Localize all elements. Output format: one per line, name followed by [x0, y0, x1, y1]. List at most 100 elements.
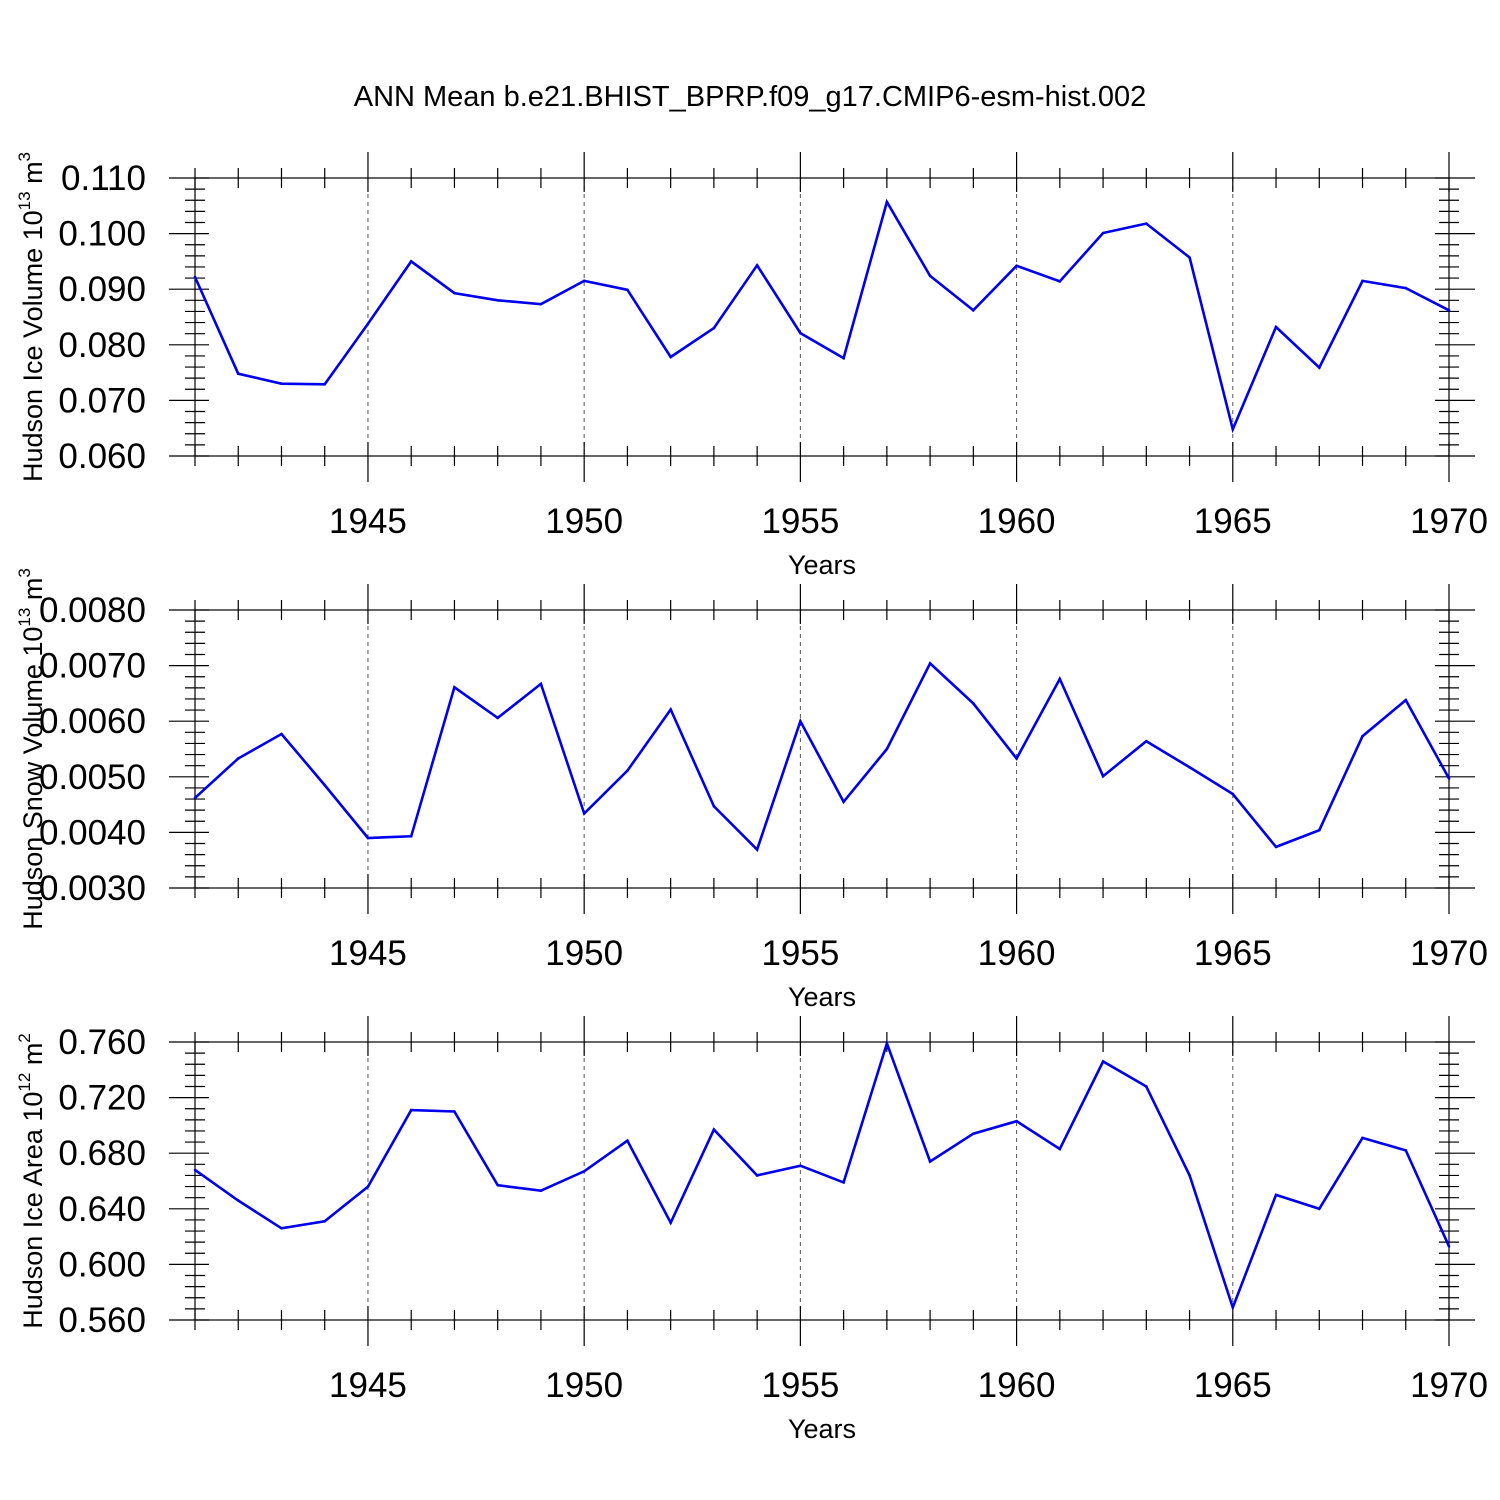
data-point [1231, 792, 1235, 796]
data-point [323, 1220, 327, 1223]
series-line [194, 1039, 1451, 1312]
series-line [194, 661, 1451, 853]
data-point [280, 1226, 283, 1230]
x-axis-label: Years [788, 550, 856, 580]
x-tick-label: 1950 [545, 502, 623, 541]
data-point [1101, 1060, 1105, 1063]
data-point [1317, 366, 1321, 369]
data-point [842, 356, 845, 360]
data-point [1404, 698, 1408, 702]
data-point [1101, 231, 1105, 235]
data-point [842, 1181, 845, 1184]
data-point [972, 309, 975, 312]
plot-frame [194, 1041, 1450, 1321]
x-tick-label: 1965 [1194, 934, 1272, 973]
data-point [236, 372, 240, 376]
data-point [1361, 1136, 1364, 1140]
data-point [280, 382, 283, 386]
data-point [972, 702, 975, 705]
data-point [409, 260, 413, 263]
data-point [626, 1139, 629, 1142]
data-point [669, 1221, 672, 1224]
data-point [1274, 845, 1278, 849]
data-point [366, 836, 370, 840]
y-tick-label: 0.090 [58, 270, 146, 309]
data-point [539, 682, 543, 686]
data-point [1317, 828, 1321, 832]
y-tick-label: 0.760 [58, 1023, 146, 1062]
data-point [1015, 264, 1018, 268]
x-tick-label: 1955 [761, 934, 839, 973]
data-point [366, 1185, 370, 1188]
y-tick-label: 0.0050 [39, 758, 146, 797]
data-point [1447, 1245, 1451, 1248]
y-tick-label: 0.640 [58, 1190, 146, 1229]
y-tick-label: 0.060 [58, 437, 146, 476]
data-point [842, 800, 845, 804]
data-point [1361, 734, 1364, 738]
data-point [496, 299, 499, 302]
data-point [1015, 757, 1018, 760]
data-point [928, 1160, 932, 1163]
y-tick-label: 0.100 [58, 215, 146, 254]
data-point [669, 708, 672, 711]
y-tick-label: 0.080 [58, 326, 146, 365]
data-point [1188, 766, 1191, 769]
data-point [755, 1174, 759, 1177]
y-tick-label: 0.0030 [39, 869, 146, 908]
data-point [236, 1199, 240, 1202]
data-point [1058, 1147, 1062, 1151]
data-point [453, 685, 456, 689]
data-point [669, 355, 672, 359]
data-point [1447, 309, 1451, 312]
plot-frame [194, 609, 1450, 889]
data-point [1188, 1174, 1191, 1177]
data-point [1058, 280, 1062, 283]
y-axis-label: Hudson Ice Volume 1013 m3 [15, 152, 48, 482]
data-point [453, 291, 456, 295]
data-point [712, 1128, 716, 1131]
data-point [582, 812, 586, 815]
data-point [928, 662, 932, 665]
y-tick-label: 0.0060 [39, 702, 146, 741]
data-point [496, 716, 499, 720]
data-point [1404, 286, 1408, 290]
y-tick-label: 0.0080 [39, 591, 146, 630]
data-point [1058, 677, 1062, 681]
chart-title: ANN Mean b.e21.BHIST_BPRP.f09_g17.CMIP6-… [354, 81, 1147, 113]
data-point [712, 804, 716, 808]
x-tick-label: 1970 [1410, 1366, 1488, 1405]
data-point [885, 200, 889, 204]
panels: 1945 1950 1955 1960 1965 1970 0.060 0.070 0.080 0… [15, 152, 1488, 1444]
data-point [539, 1189, 543, 1193]
x-tick-label: 1950 [545, 1366, 623, 1405]
data-point [1145, 739, 1148, 743]
data-point [1101, 774, 1105, 778]
data-point [928, 274, 932, 278]
data-point [1361, 279, 1364, 283]
x-tick-label: 1970 [1410, 934, 1488, 973]
x-tick-label: 1945 [329, 934, 407, 973]
x-tick-label: 1945 [329, 1366, 407, 1405]
panel-3: 1945 1950 1955 1960 1965 1970 0.560 0.600 0.640 0… [15, 1016, 1488, 1444]
data-point [539, 302, 543, 306]
data-point [1145, 1085, 1148, 1088]
y-axis-label: Hudson Snow Volume 1013 m3 [15, 568, 48, 930]
data-point [280, 732, 283, 736]
data-point [582, 1169, 586, 1173]
data-point [1231, 428, 1235, 431]
data-point [626, 769, 629, 772]
y-axis-label: Hudson Ice Area 1012 m2 [15, 1033, 48, 1329]
series-line [193, 198, 1450, 434]
data-point [885, 747, 889, 751]
y-tick-label: 0.0040 [39, 813, 146, 852]
data-point [236, 757, 240, 760]
data-point [1145, 222, 1148, 225]
data-point [193, 1168, 197, 1172]
data-point [799, 719, 802, 723]
data-point [193, 796, 197, 800]
data-point [453, 1110, 456, 1113]
x-tick-label: 1960 [978, 934, 1056, 973]
data-point [1274, 1193, 1278, 1197]
